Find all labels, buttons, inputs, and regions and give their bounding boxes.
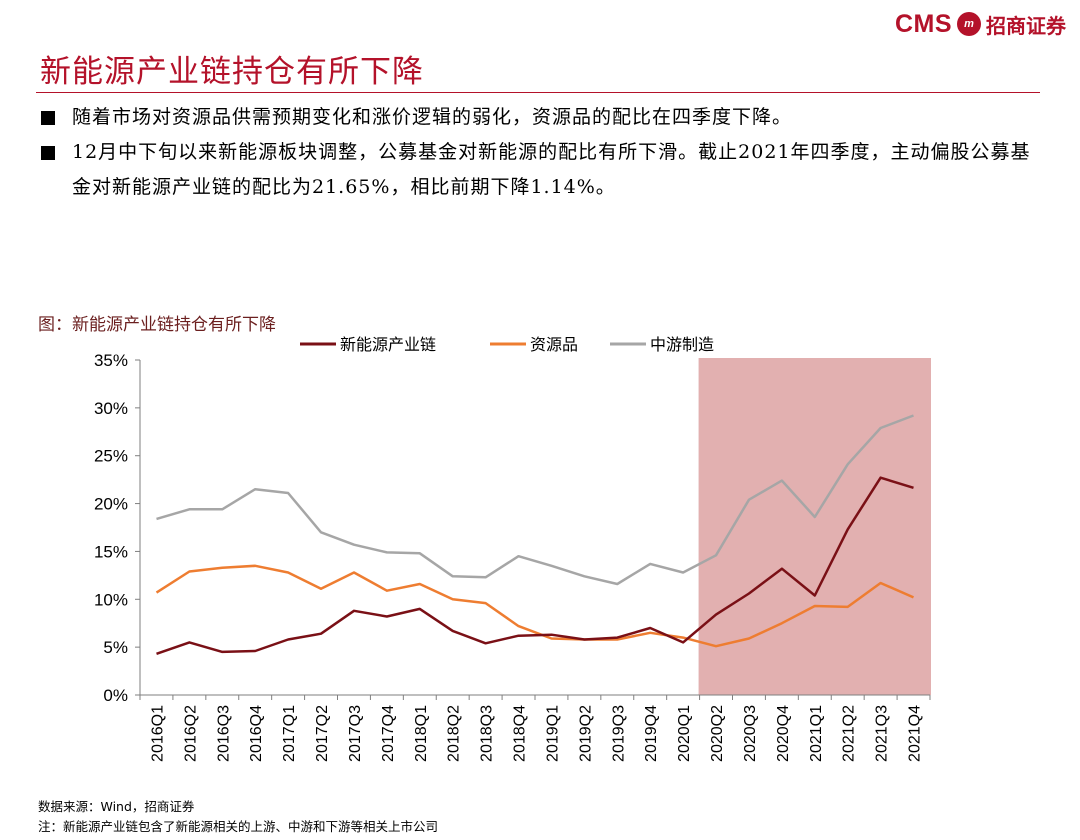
y-tick-label: 5% (103, 638, 128, 657)
title-divider (36, 92, 1040, 93)
page-title: 新能源产业链持仓有所下降 (40, 54, 424, 90)
x-tick-label: 2018Q4 (512, 705, 529, 762)
y-tick-label: 15% (94, 542, 128, 561)
y-tick-label: 35% (94, 351, 128, 370)
bullet-text: 随着市场对资源品供需预期变化和涨价逻辑的弱化，资源品的配比在四季度下降。 (72, 106, 793, 128)
square-bullet-icon (41, 146, 55, 160)
square-bullet-icon (41, 111, 55, 125)
y-tick-label: 20% (94, 495, 128, 514)
x-tick-label: 2016Q4 (248, 705, 265, 762)
data-source-note: 数据来源：Wind，招商证券 (38, 799, 195, 814)
brand-logo: CMS m 招商证券 (895, 8, 1066, 40)
y-tick-label: 25% (94, 447, 128, 466)
chart-notes: 数据来源：Wind，招商证券 注：新能源产业链包含了新能源相关的上游、中游和下游… (38, 797, 438, 837)
x-tick-label: 2017Q3 (347, 705, 364, 762)
footnote: 注：新能源产业链包含了新能源相关的上游、中游和下游等相关上市公司 (38, 819, 439, 834)
legend-label: 资源品 (530, 335, 578, 354)
x-tick-label: 2017Q1 (281, 705, 298, 762)
y-tick-label: 0% (103, 686, 128, 705)
x-tick-label: 2017Q2 (314, 705, 331, 762)
x-tick-label: 2016Q1 (149, 705, 166, 762)
bullet-item: 12月中下旬以来新能源板块调整，公募基金对新能源的配比有所下滑。截止2021年四… (36, 135, 1046, 205)
x-tick-label: 2020Q3 (742, 705, 759, 762)
logo-company-name: 招商证券 (986, 13, 1066, 38)
series-line (155, 564, 915, 648)
y-tick-label: 30% (94, 399, 128, 418)
logo-badge-icon: m (957, 12, 981, 36)
bullet-list: 随着市场对资源品供需预期变化和涨价逻辑的弱化，资源品的配比在四季度下降。 12月… (36, 100, 1046, 205)
logo-badge-mark: m (964, 18, 974, 30)
x-tick-label: 2016Q2 (182, 705, 199, 762)
x-tick-label: 2020Q4 (775, 705, 792, 762)
x-tick-label: 2018Q2 (446, 705, 463, 762)
legend-label: 新能源产业链 (340, 335, 436, 354)
x-tick-label: 2021Q1 (808, 705, 825, 762)
x-tick-label: 2018Q1 (413, 705, 430, 762)
x-tick-label: 2019Q1 (544, 705, 561, 762)
x-tick-label: 2020Q2 (709, 705, 726, 762)
x-tick-label: 2016Q3 (215, 705, 232, 762)
x-tick-label: 2019Q2 (577, 705, 594, 762)
x-tick-label: 2021Q2 (841, 705, 858, 762)
x-tick-label: 2021Q4 (907, 705, 924, 762)
x-tick-label: 2018Q3 (479, 705, 496, 762)
x-tick-label: 2019Q4 (643, 705, 660, 762)
x-tick-label: 2021Q3 (874, 705, 891, 762)
chart-title: 图：新能源产业链持仓有所下降 (38, 315, 276, 335)
highlight-band (698, 358, 931, 695)
x-tick-label: 2019Q3 (610, 705, 627, 762)
y-tick-label: 10% (94, 590, 128, 609)
series-line (156, 476, 914, 655)
series-line (156, 414, 914, 586)
logo-cms-text: CMS (894, 9, 952, 38)
x-tick-label: 2017Q4 (380, 705, 397, 762)
bullet-item: 随着市场对资源品供需预期变化和涨价逻辑的弱化，资源品的配比在四季度下降。 (36, 100, 1046, 135)
x-tick-label: 2020Q1 (676, 705, 693, 762)
legend-label: 中游制造 (650, 335, 714, 354)
bullet-text: 12月中下旬以来新能源板块调整，公募基金对新能源的配比有所下滑。截止2021年四… (72, 141, 1031, 198)
